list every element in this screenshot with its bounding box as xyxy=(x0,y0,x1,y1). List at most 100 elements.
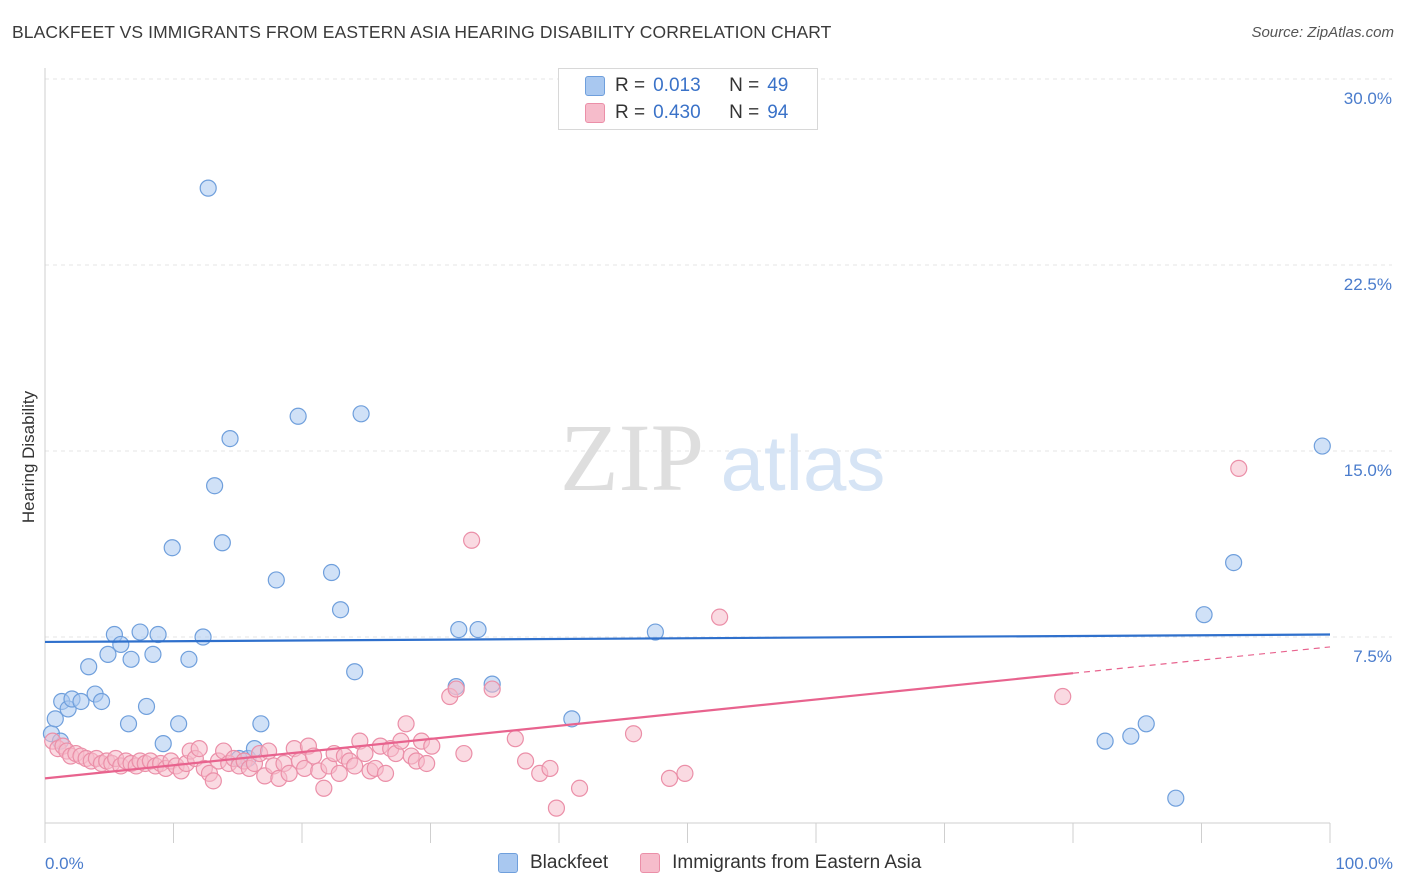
blackfeet-point xyxy=(1225,553,1243,572)
axes xyxy=(44,68,1331,843)
legend-item-immigrants[interactable]: Immigrants from Eastern Asia xyxy=(640,852,921,874)
legend-series: Blackfeet Immigrants from Eastern Asia xyxy=(498,852,953,874)
legend-row-immigrants: R = 0.430 N = 94 xyxy=(585,101,788,125)
legend-r-label: R = xyxy=(615,102,646,123)
immigrants-point xyxy=(547,799,566,817)
blackfeet-point xyxy=(322,563,341,582)
blackfeet-point xyxy=(180,650,198,668)
blackfeet-point xyxy=(1167,789,1185,807)
blackfeet-point xyxy=(80,658,98,676)
y-tick-labels: 7.5% 15.0% 22.5% 30.0% xyxy=(1344,89,1392,666)
x-tick-labels: 0.0% 100.0% xyxy=(45,854,1393,873)
grid-lines xyxy=(45,78,1392,638)
blackfeet-point xyxy=(144,645,162,663)
blackfeet-point xyxy=(331,601,350,619)
immigrants-point xyxy=(418,754,436,773)
x-tick-label-max: 100.0% xyxy=(1335,854,1393,873)
legend-r-value-blackfeet: 0.013 xyxy=(653,75,701,96)
immigrants-point xyxy=(190,739,208,758)
blackfeet-point xyxy=(1195,606,1213,624)
blackfeet-point xyxy=(267,571,285,589)
immigrants-point xyxy=(516,752,535,770)
x-tick-label-min: 0.0% xyxy=(45,854,84,873)
immigrants-point xyxy=(356,744,374,763)
immigrants-trend-line xyxy=(44,672,1074,780)
legend-label-immigrants: Immigrants from Eastern Asia xyxy=(672,852,922,873)
watermark-zip: ZIP xyxy=(560,404,704,511)
immigrants-point xyxy=(397,715,415,733)
legend-n-label: N = xyxy=(729,75,760,96)
chart-source: Source: ZipAtlas.com xyxy=(1251,24,1394,41)
blackfeet-point xyxy=(252,715,270,733)
immigrants-point xyxy=(423,737,441,755)
immigrants-point xyxy=(1054,687,1072,706)
immigrants-point xyxy=(1230,459,1248,477)
legend-r-value-immigrants: 0.430 xyxy=(653,102,701,123)
blackfeet-point xyxy=(199,179,217,197)
blackfeet-point xyxy=(163,539,181,557)
immigrants-point xyxy=(280,764,298,783)
blackfeet-point xyxy=(206,477,224,495)
immigrants-point xyxy=(376,764,395,783)
blackfeet-point xyxy=(221,430,239,448)
blackfeet-point xyxy=(131,623,149,641)
immigrants-points xyxy=(44,459,1248,817)
blackfeet-point xyxy=(346,663,364,681)
watermark-atlas: atlas xyxy=(721,419,886,507)
immigrants-point xyxy=(447,680,465,698)
blackfeet-point xyxy=(137,697,156,716)
immigrants-point xyxy=(204,772,222,790)
immigrants-point xyxy=(711,608,729,626)
blackfeet-point xyxy=(46,710,64,728)
immigrants-point xyxy=(541,759,559,778)
blackfeet-point xyxy=(1122,727,1140,745)
blackfeet-point xyxy=(646,623,664,641)
blackfeet-point xyxy=(289,407,307,425)
legend-n-value-blackfeet: 49 xyxy=(767,75,789,96)
watermark: ZIP atlas xyxy=(560,404,885,511)
immigrants-point xyxy=(506,730,524,748)
legend-r-label: R = xyxy=(615,75,646,96)
blackfeet-point xyxy=(563,710,581,728)
immigrants-point xyxy=(624,725,643,743)
legend-n-value-immigrants: 94 xyxy=(767,102,789,123)
blackfeet-point xyxy=(469,620,487,639)
blackfeet-point xyxy=(1096,732,1114,750)
blackfeet-point xyxy=(450,620,468,639)
legend-stats: R = 0.013 N = 49 R = 0.430 N = 94 xyxy=(558,68,818,130)
immigrants-point xyxy=(330,764,348,783)
trend-lines xyxy=(44,633,1331,780)
blackfeet-point xyxy=(213,534,231,552)
legend-swatch-blackfeet xyxy=(585,76,605,96)
immigrants-point xyxy=(455,744,473,763)
y-tick-label: 30.0% xyxy=(1344,89,1392,108)
blackfeet-trend-line xyxy=(44,633,1331,644)
blackfeet-point xyxy=(170,715,188,733)
blackfeet-point xyxy=(122,650,140,668)
blackfeet-point xyxy=(149,625,167,644)
y-axis-title: Hearing Disability xyxy=(19,390,38,523)
blackfeet-point xyxy=(352,405,370,423)
blackfeet-point xyxy=(72,692,90,711)
blackfeet-point xyxy=(92,692,111,711)
immigrants-point xyxy=(315,779,333,797)
legend-row-blackfeet: R = 0.013 N = 49 xyxy=(585,74,788,98)
y-tick-label: 15.0% xyxy=(1344,461,1392,480)
blackfeet-point xyxy=(119,715,138,733)
immigrants-point xyxy=(676,764,694,783)
blackfeet-point xyxy=(99,645,117,663)
blackfeet-point xyxy=(112,635,130,654)
legend-swatch-blackfeet xyxy=(498,853,518,873)
blackfeet-point xyxy=(194,628,212,646)
blackfeet-point xyxy=(1137,715,1155,733)
immigrants-point xyxy=(463,531,481,549)
y-tick-label: 7.5% xyxy=(1353,647,1392,666)
legend-label-blackfeet: Blackfeet xyxy=(530,852,609,873)
legend-item-blackfeet[interactable]: Blackfeet xyxy=(498,852,608,874)
legend-swatch-immigrants xyxy=(640,853,661,873)
legend-n-label: N = xyxy=(729,102,760,123)
blackfeet-point xyxy=(154,735,172,753)
blackfeet-point xyxy=(1313,437,1331,455)
immigrants-point xyxy=(483,680,501,698)
